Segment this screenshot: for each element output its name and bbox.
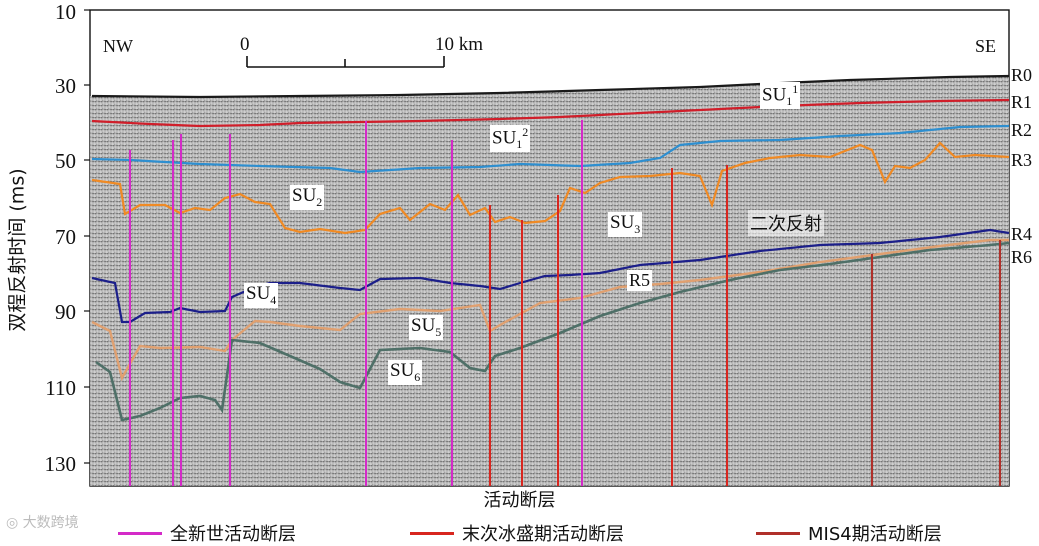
horizon-r5 bbox=[91, 238, 1009, 382]
legend-swatch-holocene bbox=[118, 532, 162, 535]
horizon-label-r5: R5 bbox=[627, 270, 653, 291]
horizon-label-r4: R4 bbox=[1011, 224, 1033, 244]
unit-label-su3: SU3 bbox=[608, 212, 643, 237]
legend-swatch-mis4 bbox=[756, 532, 800, 535]
unit-label-su4: SU4 bbox=[244, 283, 279, 308]
watermark-icon: ◎ bbox=[6, 515, 19, 531]
multiple-reflection-label: 二次反射 bbox=[748, 210, 824, 236]
lgm-faults bbox=[489, 165, 728, 486]
horizon-r6 bbox=[95, 241, 1009, 422]
horizon-r3 bbox=[91, 141, 1009, 235]
legend: 全新世活动断层 末次冰盛期活动断层 MIS4期活动断层 bbox=[0, 512, 1039, 545]
y-tick-70: 70 bbox=[55, 225, 76, 249]
unit-label-su6: SU6 bbox=[388, 360, 423, 385]
horizon-r4 bbox=[91, 228, 1009, 324]
legend-label-lgm: 末次冰盛期活动断层 bbox=[462, 524, 624, 545]
horizon-label-r2: R2 bbox=[1011, 120, 1033, 140]
scale-bar bbox=[246, 56, 445, 68]
legend-label-holocene: 全新世活动断层 bbox=[170, 524, 296, 545]
horizon-r2 bbox=[91, 124, 1009, 174]
unit-label-su2: SU2 bbox=[290, 185, 325, 210]
profile-caption: 活动断层 bbox=[483, 490, 556, 511]
direction-se: SE bbox=[975, 36, 997, 56]
y-tick-10: 10 bbox=[55, 0, 76, 24]
horizon-label-r6: R6 bbox=[1011, 247, 1033, 267]
unit-label-su1-2: SU12 bbox=[490, 125, 531, 153]
legend-label-mis4: MIS4期活动断层 bbox=[808, 524, 942, 545]
scale-start-label: 0 bbox=[240, 34, 250, 55]
horizon-label-r1: R1 bbox=[1011, 92, 1033, 112]
y-tick-90: 90 bbox=[55, 300, 76, 324]
y-tick-50: 50 bbox=[55, 149, 76, 173]
unit-label-su1-1: SU11 bbox=[760, 82, 801, 110]
holocene-faults bbox=[129, 120, 583, 486]
watermark-text: 大数跨境 bbox=[22, 515, 79, 531]
horizon-label-r0: R0 bbox=[1011, 65, 1033, 85]
legend-swatch-lgm bbox=[410, 532, 454, 535]
horizon-r1 bbox=[91, 98, 1009, 128]
direction-nw: NW bbox=[103, 36, 133, 56]
horizon-label-r3: R3 bbox=[1011, 150, 1033, 170]
y-tick-110: 110 bbox=[45, 376, 76, 400]
horizon-r0 bbox=[91, 74, 1009, 99]
y-tick-30: 30 bbox=[55, 74, 76, 98]
y-tick-130: 130 bbox=[44, 452, 77, 476]
watermark-logo: ◎ 大数跨境 bbox=[6, 512, 79, 532]
unit-label-su5: SU5 bbox=[409, 315, 444, 340]
scale-end-label: 10 km bbox=[435, 34, 484, 55]
mis4-faults bbox=[871, 240, 1001, 486]
